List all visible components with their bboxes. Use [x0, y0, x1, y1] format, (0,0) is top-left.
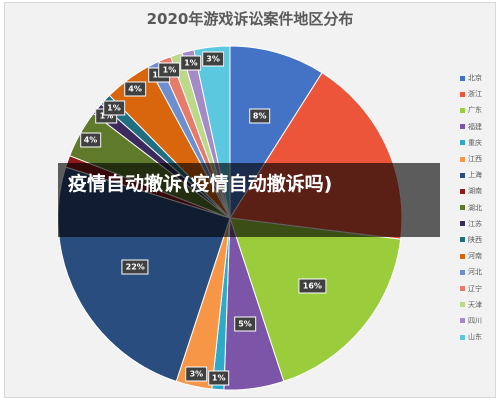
slice-label: 16%	[298, 278, 326, 294]
legend-item: 湖北	[460, 200, 496, 216]
legend-item: 上海	[460, 167, 496, 183]
legend-item: 陕西	[460, 232, 496, 248]
slice-label: 1%	[103, 100, 125, 116]
slice-label: 5%	[234, 316, 256, 332]
legend-label: 天津	[468, 300, 482, 309]
legend-label: 河北	[468, 268, 482, 277]
slice-label: 1%	[180, 55, 202, 71]
slice-label: 3%	[202, 51, 224, 67]
banner-title: 疫情自动撤诉(疫情自动撤诉吗)	[68, 173, 333, 195]
legend-item: 河北	[460, 264, 496, 280]
legend-label: 河南	[468, 252, 482, 261]
legend-item: 浙江	[460, 86, 496, 102]
legend-swatch	[460, 172, 465, 178]
legend-label: 陕西	[468, 235, 482, 244]
overlay-banner: 疫情自动撤诉(疫情自动撤诉吗)	[58, 163, 440, 237]
legend-item: 北京	[460, 70, 496, 86]
legend-item: 辽宁	[460, 280, 496, 296]
legend-label: 重庆	[468, 138, 482, 147]
legend-item: 福建	[460, 119, 496, 135]
legend-swatch	[460, 269, 465, 275]
chart-legend: 北京浙江广东福建重庆江西上海湖南湖北江苏陕西河南河北辽宁天津四川山东	[460, 70, 496, 345]
slice-label: 3%	[185, 366, 208, 382]
legend-label: 上海	[468, 171, 482, 180]
slice-label: 4%	[79, 132, 102, 148]
legend-swatch	[460, 237, 465, 243]
legend-swatch	[460, 188, 465, 194]
slice-label: 4%	[124, 81, 146, 97]
legend-swatch	[460, 221, 465, 227]
legend-item: 广东	[460, 102, 496, 118]
legend-item: 天津	[460, 297, 496, 313]
legend-item: 四川	[460, 313, 496, 329]
slice-label: 1%	[207, 370, 230, 386]
legend-swatch	[460, 75, 465, 81]
slice-label: 8%	[248, 108, 271, 124]
legend-swatch	[460, 124, 465, 130]
legend-swatch	[460, 318, 465, 324]
legend-item: 湖南	[460, 183, 496, 199]
legend-swatch	[460, 302, 465, 308]
legend-item: 山东	[460, 329, 496, 345]
legend-label: 湖北	[468, 203, 482, 212]
legend-label: 江苏	[468, 219, 482, 228]
legend-label: 四川	[468, 316, 482, 325]
legend-swatch	[460, 205, 465, 211]
legend-label: 山东	[468, 333, 482, 342]
legend-item: 重庆	[460, 135, 496, 151]
legend-swatch	[460, 107, 465, 113]
chart-title: 2020年游戏诉讼案件地区分布	[146, 10, 354, 28]
legend-swatch	[460, 286, 465, 292]
legend-swatch	[460, 140, 465, 146]
legend-label: 辽宁	[468, 284, 482, 293]
legend-item: 河南	[460, 248, 496, 264]
slice-label: 22%	[121, 259, 149, 275]
legend-label: 广东	[468, 106, 482, 115]
legend-swatch	[460, 156, 465, 162]
legend-item: 江西	[460, 151, 496, 167]
legend-label: 江西	[468, 155, 482, 164]
legend-item: 江苏	[460, 216, 496, 232]
legend-label: 湖南	[468, 187, 482, 196]
pie-slice	[229, 217, 402, 383]
legend-label: 浙江	[468, 90, 482, 99]
legend-label: 福建	[468, 122, 482, 131]
legend-swatch	[460, 253, 465, 259]
slice-label: 1%	[158, 62, 181, 78]
legend-label: 北京	[468, 74, 482, 83]
legend-swatch	[460, 334, 465, 340]
legend-swatch	[460, 91, 465, 97]
